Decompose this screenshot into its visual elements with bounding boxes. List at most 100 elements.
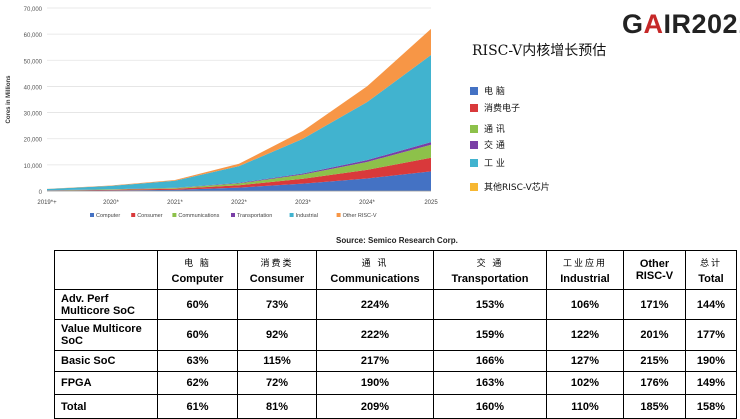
- table-cell: 144%: [685, 289, 737, 320]
- table-cell: 177%: [685, 319, 737, 351]
- row-label: Basic SoC: [54, 350, 158, 372]
- legend-label: Transportation: [237, 213, 272, 219]
- table-row: Basic SoC 63% 115% 217% 166% 127% 215% 190%: [54, 350, 737, 372]
- legend-label: 交 通: [484, 141, 505, 151]
- column-header: 电 脑 Computer: [157, 250, 238, 290]
- table-cell: 81%: [237, 394, 317, 419]
- x-tick-label: 2021*: [167, 200, 183, 206]
- growth-table: 电 脑 Computer 消费类 Consumer 通 讯 Communications 交…: [54, 250, 737, 419]
- legend-label: 工 业: [484, 159, 505, 169]
- column-header-cn: 工业应用: [562, 258, 607, 269]
- column-header-cn: 消费类: [260, 258, 294, 269]
- x-tick-label: 2023*: [295, 200, 311, 206]
- y-tick-label: 20,000: [24, 138, 43, 144]
- x-tick-label: 2025: [424, 200, 438, 206]
- chart-headline: RISC-V内核增长预估: [472, 43, 607, 59]
- table-cell: 224%: [316, 289, 434, 320]
- table-cell: 217%: [316, 350, 434, 372]
- table-cell: 201%: [623, 319, 686, 351]
- x-tick-label: 2019*+: [37, 200, 57, 206]
- column-header-en: Industrial: [560, 272, 610, 285]
- column-header-cn: 交 通: [476, 258, 504, 269]
- legend-item: 工 业: [470, 156, 505, 169]
- legend-swatch: [470, 86, 478, 95]
- legend-label: Other RISC-V: [343, 213, 377, 219]
- row-label: Adv. Perf Multicore SoC: [54, 289, 158, 320]
- legend-swatch: [470, 182, 478, 191]
- x-tick-label: 2020*: [103, 200, 119, 206]
- legend-swatch: [470, 158, 478, 167]
- legend-item: 消费电子: [470, 101, 520, 114]
- column-header: Other RISC-V: [623, 250, 686, 290]
- column-header: 通 讯 Communications: [316, 250, 434, 290]
- column-header: 总计 Total: [685, 250, 737, 290]
- table-cell: 153%: [433, 289, 547, 320]
- area-computer: [47, 171, 431, 191]
- legend-swatch: [289, 213, 294, 217]
- table-row: Total 61% 81% 209% 160% 110% 185% 158%: [54, 394, 737, 419]
- column-header-en: Total: [698, 272, 724, 285]
- table-cell: 61%: [157, 394, 238, 419]
- legend-swatch: [470, 140, 478, 149]
- area-consumer: [47, 157, 431, 191]
- legend-swatch: [231, 213, 235, 217]
- legend-swatch: [172, 213, 177, 217]
- x-tick-label: 2024*: [359, 200, 375, 206]
- legend-label: 通 讯: [484, 125, 505, 135]
- table-cell: 149%: [685, 371, 737, 395]
- table-cell: 106%: [546, 289, 624, 320]
- column-header: 交 通 Transportation: [433, 250, 547, 290]
- table-cell: 222%: [316, 319, 434, 351]
- table-cell: 209%: [316, 394, 434, 419]
- table-cell: 72%: [237, 371, 317, 395]
- column-header: 消费类 Consumer: [237, 250, 317, 290]
- table-cell: 127%: [546, 350, 624, 372]
- table-cell: 73%: [237, 289, 317, 320]
- y-tick-label: 50,000: [24, 59, 43, 65]
- legend-item: 电 脑: [470, 84, 505, 97]
- table-cell: 190%: [685, 350, 737, 372]
- table-corner: [54, 250, 158, 290]
- table-cell: 171%: [623, 289, 686, 320]
- table-header-row: 电 脑 Computer 消费类 Consumer 通 讯 Communications 交…: [54, 250, 737, 290]
- column-header-en: Transportation: [451, 272, 529, 285]
- gair-logo: GAIR2021: [622, 9, 740, 39]
- column-header-cn: 电 脑: [184, 258, 211, 269]
- table-cell: 190%: [316, 371, 434, 395]
- legend-item: 其他RISC-V芯片: [470, 180, 550, 193]
- column-header-en: Consumer: [249, 272, 305, 285]
- table-cell: 60%: [157, 289, 238, 320]
- table-cell: 160%: [433, 394, 547, 419]
- legend-swatch: [90, 213, 94, 217]
- area-other-risc-v: [47, 28, 431, 189]
- table-cell: 92%: [237, 319, 317, 351]
- legend-label: 电 脑: [484, 87, 505, 97]
- area-communications: [47, 144, 431, 191]
- y-tick-label: 10,000: [24, 164, 43, 170]
- legend-label: Communications: [178, 213, 219, 219]
- area-industrial: [47, 55, 431, 191]
- table-cell: 176%: [623, 371, 686, 395]
- x-tick-label: 2022*: [231, 200, 247, 206]
- table-row: FPGA 62% 72% 190% 163% 102% 176% 149%: [54, 371, 737, 395]
- legend-swatch: [470, 124, 478, 133]
- source-note: Source: Semico Research Corp.: [336, 236, 458, 245]
- column-header: 工业应用 Industrial: [546, 250, 624, 290]
- table-cell: 163%: [433, 371, 547, 395]
- table-cell: 115%: [237, 350, 317, 372]
- legend-swatch: [336, 213, 341, 217]
- table-cell: 60%: [157, 319, 238, 351]
- table-cell: 158%: [685, 394, 737, 419]
- table-cell: 185%: [623, 394, 686, 419]
- legend-item: 通 讯: [470, 122, 505, 135]
- table-cell: 62%: [157, 371, 238, 395]
- row-label: Total: [54, 394, 158, 419]
- table-row: Value Multicore SoC 60% 92% 222% 159% 122% 201…: [54, 319, 737, 351]
- y-tick-label: 70,000: [24, 7, 43, 13]
- column-header-cn: 总计: [699, 258, 722, 269]
- legend-swatch: [470, 103, 478, 112]
- y-axis-label: Cores in Millions: [6, 75, 12, 124]
- legend-item: 交 通: [470, 138, 505, 151]
- table-cell: 215%: [623, 350, 686, 372]
- legend-label: 消费电子: [484, 104, 521, 114]
